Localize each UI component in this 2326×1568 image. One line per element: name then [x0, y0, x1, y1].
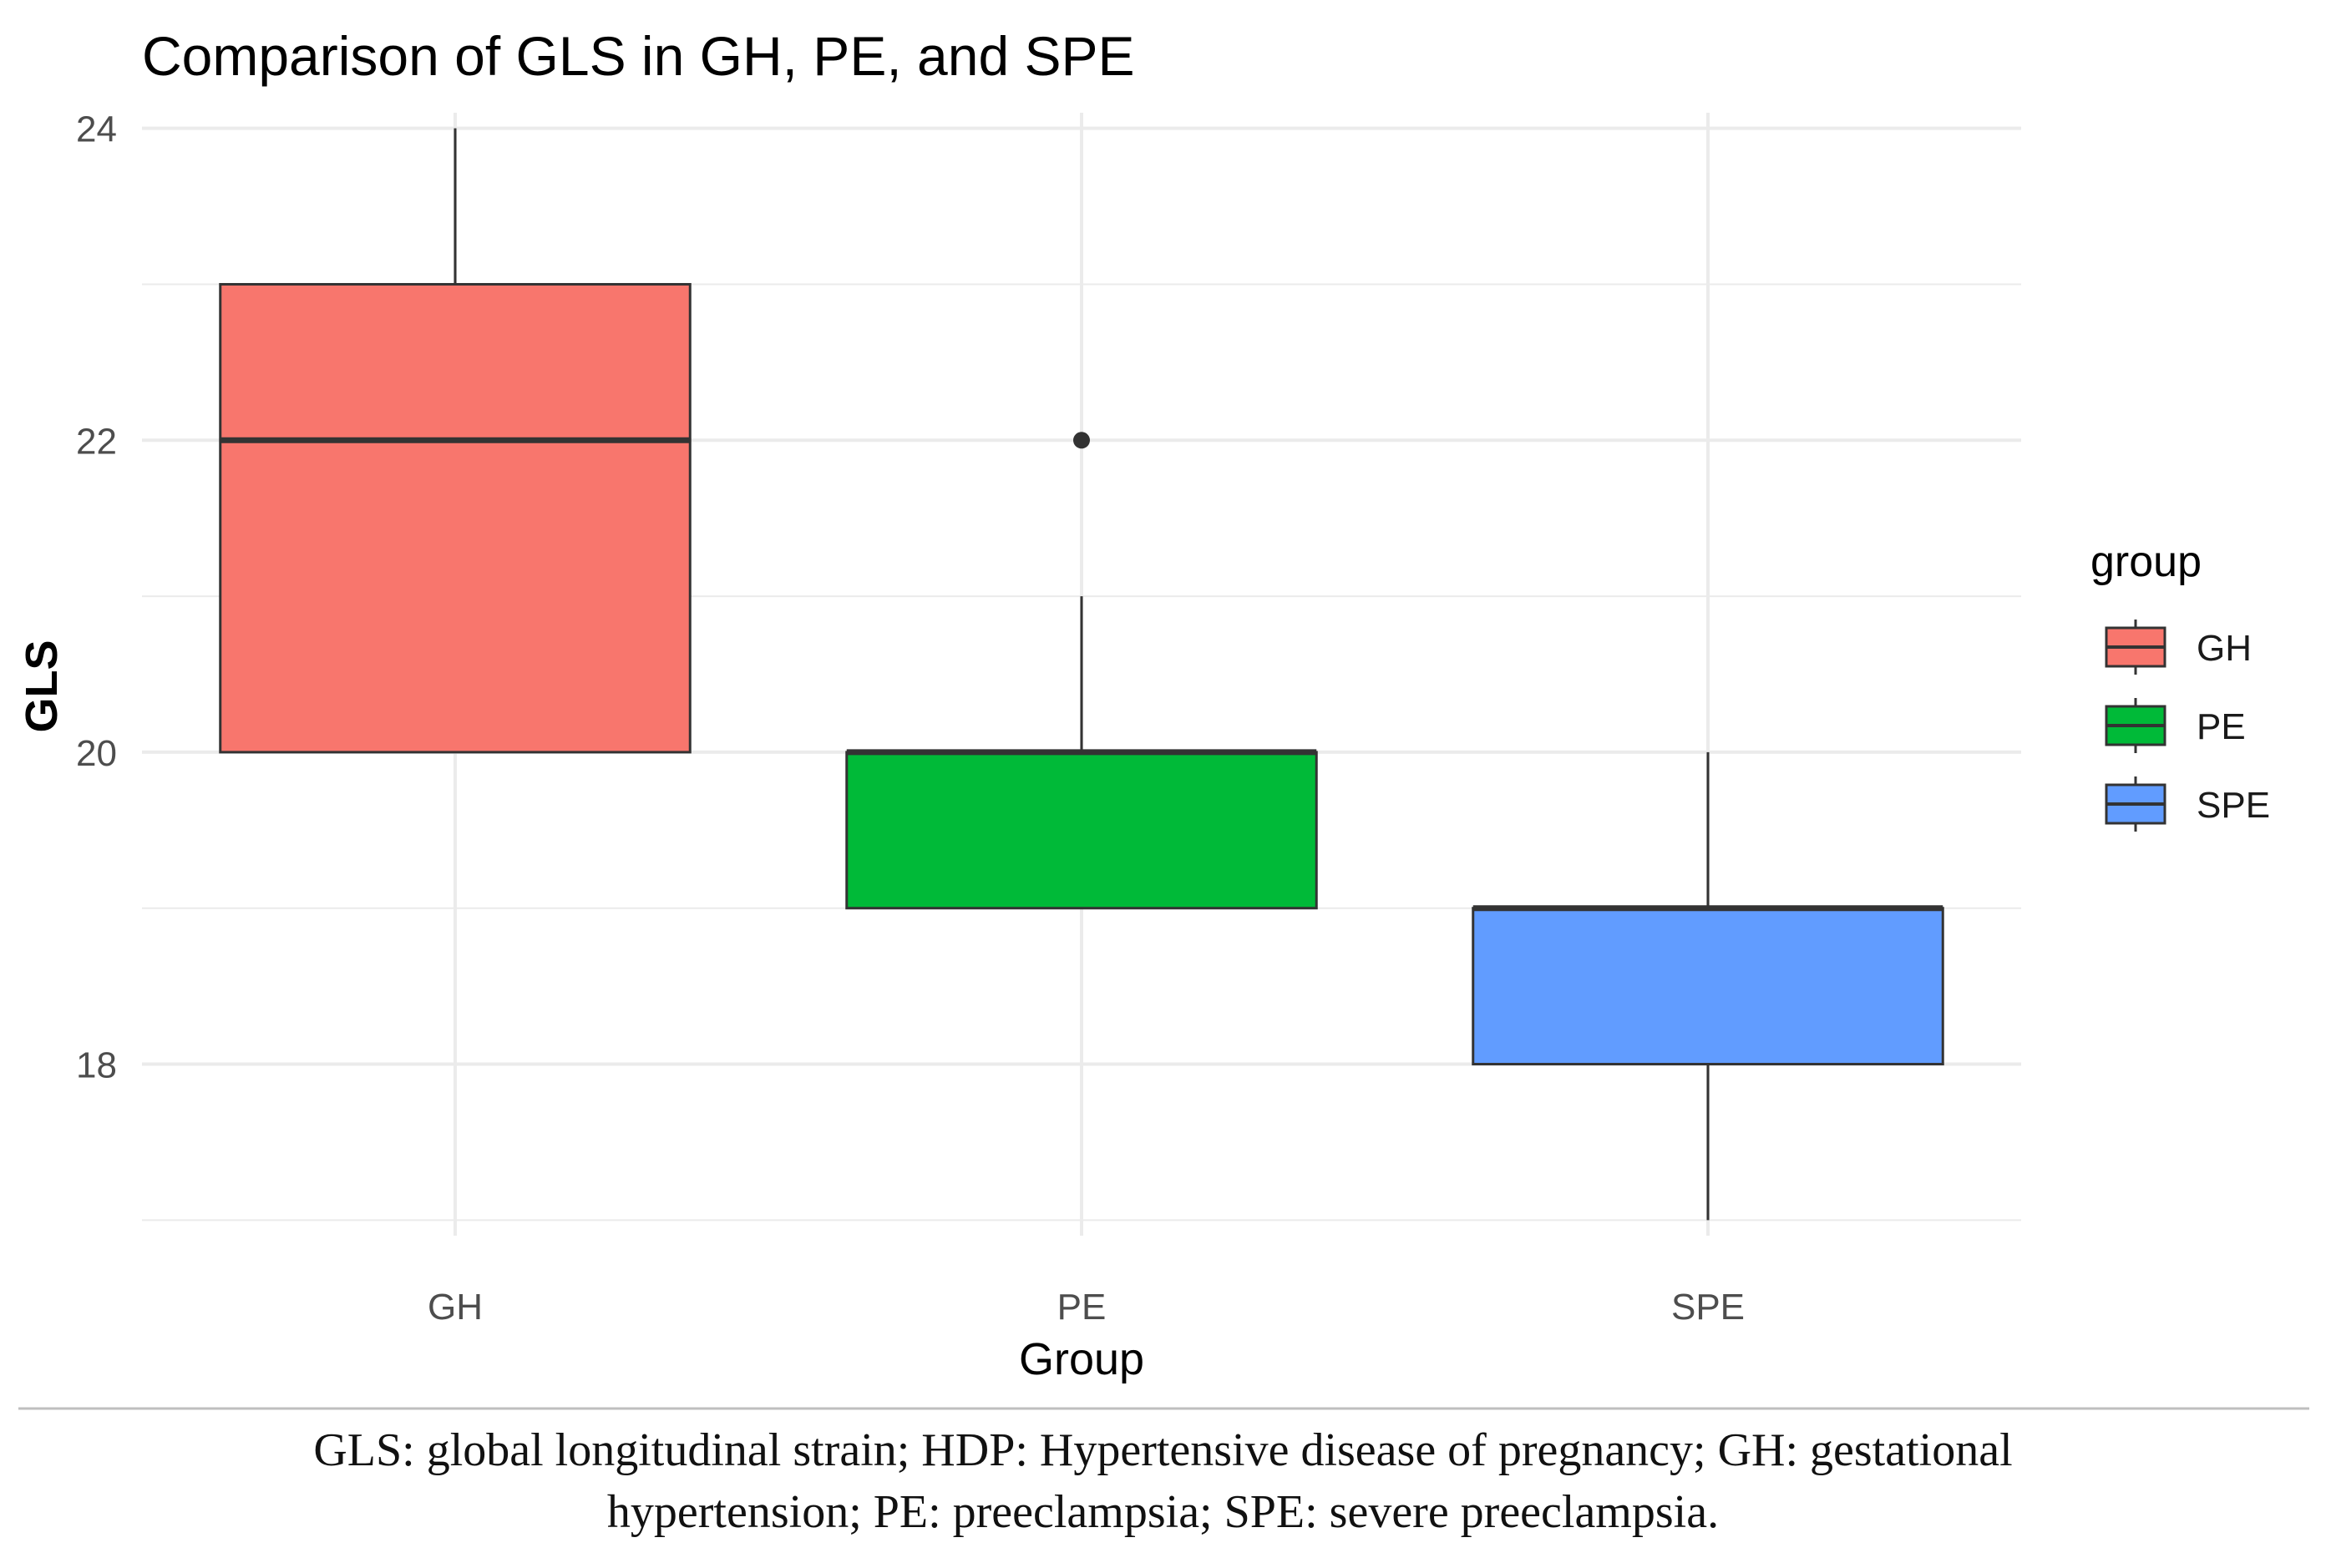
figure-caption: GLS: global longitudinal strain; HDP: Hy… — [50, 1419, 2276, 1543]
box-body — [219, 282, 692, 754]
x-tick-label: PE — [1057, 1287, 1107, 1328]
box-spe — [1472, 751, 1944, 1221]
chart-title: Comparison of GLS in GH, PE, and SPE — [142, 25, 1135, 87]
y-tick-label: 20 — [76, 733, 117, 774]
outlier-point — [1073, 432, 1090, 449]
y-tick-label: 18 — [76, 1045, 117, 1086]
legend-label: GH — [2197, 628, 2252, 669]
box-body — [845, 751, 1318, 910]
legend-title: group — [2090, 538, 2202, 586]
box-body — [1472, 907, 1944, 1066]
legend-label: PE — [2197, 706, 2246, 747]
legend-item-pe: PE — [2105, 698, 2246, 753]
legend-item-gh: GH — [2105, 620, 2252, 675]
y-tick-labels: 18 20 22 24 — [76, 109, 117, 1086]
y-axis-label: GLS — [17, 640, 67, 732]
x-tick-label: GH — [428, 1287, 483, 1328]
x-tick-labels: GH PE SPE — [428, 1287, 1745, 1328]
caption-line-2: hypertension; PE: preeclampsia; SPE: sev… — [606, 1486, 1720, 1538]
legend: group GH PE SPE — [2090, 538, 2270, 832]
x-axis-label: Group — [1019, 1334, 1144, 1384]
y-tick-label: 22 — [76, 421, 117, 462]
box-gh — [219, 128, 692, 754]
x-tick-label: SPE — [1671, 1287, 1745, 1328]
boxplot-boxes — [219, 128, 1944, 1221]
box-pe — [845, 432, 1318, 910]
caption-line-1: GLS: global longitudinal strain; HDP: Hy… — [313, 1424, 2013, 1476]
legend-label: SPE — [2197, 785, 2270, 826]
legend-item-spe: SPE — [2105, 776, 2270, 832]
y-tick-label: 24 — [76, 109, 117, 150]
legend-items: GH PE SPE — [2105, 620, 2270, 832]
